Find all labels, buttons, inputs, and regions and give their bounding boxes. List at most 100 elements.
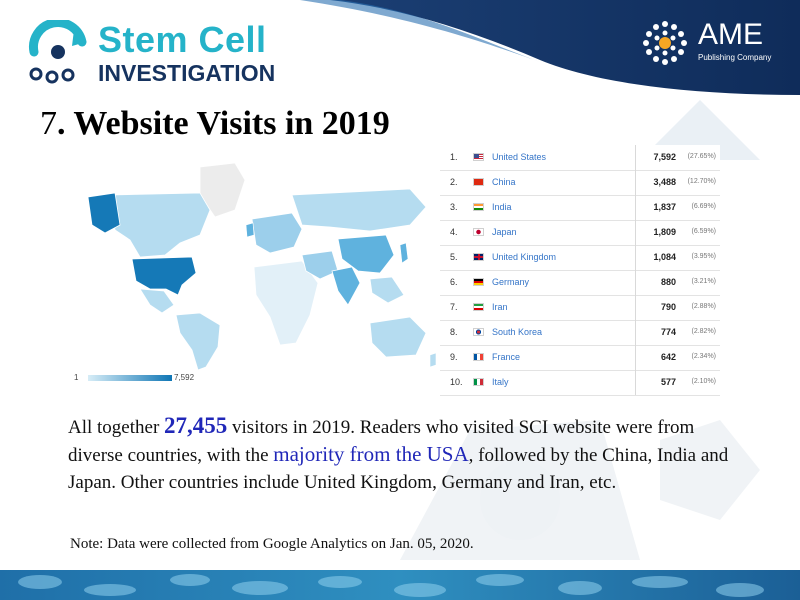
table-row[interactable]: 8. South Korea 774 (2.82%) xyxy=(440,320,720,346)
total-visitors-highlight: 27,455 xyxy=(164,413,228,438)
row-rank: 9. xyxy=(450,352,458,362)
world-map[interactable]: 1 7,592 xyxy=(70,155,440,395)
summary-text-3: , followed by the China, India and Japan… xyxy=(68,445,729,493)
map-africa xyxy=(253,260,319,346)
map-russia xyxy=(291,188,427,232)
map-canada xyxy=(109,192,211,258)
row-value: 3,488 xyxy=(653,177,676,187)
row-country[interactable]: Italy xyxy=(492,377,509,387)
row-country[interactable]: United States xyxy=(492,152,547,162)
column-divider xyxy=(635,370,636,395)
map-usa xyxy=(131,256,197,296)
row-country[interactable]: India xyxy=(492,202,512,212)
row-percent: (6.69%) xyxy=(691,203,716,210)
column-divider xyxy=(635,270,636,295)
iran-flag-icon xyxy=(473,303,484,311)
row-rank: 7. xyxy=(450,302,458,312)
row-percent: (2.34%) xyxy=(691,353,716,360)
table-row[interactable]: 5. United Kingdom 1,084 (3.95%) xyxy=(440,245,720,271)
uk-flag-icon xyxy=(473,253,484,261)
south-korea-flag-icon xyxy=(473,328,484,336)
map-south-america xyxy=(175,312,221,370)
row-rank: 6. xyxy=(450,277,458,287)
column-divider xyxy=(635,220,636,245)
map-alaska xyxy=(87,192,121,234)
top-countries-table: 1. United States 7,592 (27.65%) 2. China… xyxy=(440,145,720,397)
row-rank: 4. xyxy=(450,227,458,237)
row-country[interactable]: Japan xyxy=(492,227,517,237)
map-japan xyxy=(399,242,409,264)
ame-logo-subtitle: Publishing Company xyxy=(698,53,772,62)
row-rank: 1. xyxy=(450,152,458,162)
row-percent: (3.95%) xyxy=(691,253,716,260)
table-row[interactable]: 7. Iran 790 (2.88%) xyxy=(440,295,720,321)
summary-text-1: All together xyxy=(68,417,165,438)
row-rank: 2. xyxy=(450,177,458,187)
row-rank: 10. xyxy=(450,377,463,387)
sci-logo[interactable]: Stem Cell INVESTIGATION xyxy=(26,20,296,92)
india-flag-icon xyxy=(473,203,484,211)
row-country[interactable]: Germany xyxy=(492,277,530,287)
row-value: 642 xyxy=(660,352,676,362)
row-country[interactable]: United Kingdom xyxy=(492,252,557,262)
row-value: 1,084 xyxy=(653,252,676,262)
table-row[interactable]: 2. China 3,488 (12.70%) xyxy=(440,170,720,196)
column-divider xyxy=(635,170,636,195)
map-southeast-asia xyxy=(369,276,405,304)
map-mexico xyxy=(139,288,175,314)
map-china xyxy=(337,234,395,274)
page-title-number: 7 xyxy=(40,105,57,142)
row-value: 1,837 xyxy=(653,202,676,212)
japan-flag-icon xyxy=(473,228,484,236)
majority-highlight: majority from the USA xyxy=(273,442,469,466)
row-value: 790 xyxy=(660,302,676,312)
ame-dots-icon xyxy=(643,21,687,65)
map-legend-max: 7,592 xyxy=(174,373,195,382)
table-row[interactable]: 1. United States 7,592 (27.65%) xyxy=(440,145,720,171)
row-percent: (12.70%) xyxy=(687,178,716,185)
row-country[interactable]: China xyxy=(492,177,516,187)
germany-flag-icon xyxy=(473,278,484,286)
map-uk xyxy=(245,222,255,238)
row-value: 774 xyxy=(660,327,676,337)
ame-logo-text: AME xyxy=(698,18,764,51)
map-europe xyxy=(251,212,303,254)
row-rank: 5. xyxy=(450,252,458,262)
row-value: 1,809 xyxy=(653,227,676,237)
column-divider xyxy=(635,245,636,270)
ame-logo[interactable]: AME Publishing Company xyxy=(640,18,790,70)
world-map-svg xyxy=(87,162,437,370)
row-country[interactable]: South Korea xyxy=(492,327,543,337)
column-divider xyxy=(635,145,636,170)
page-title: 7. Website Visits in 2019 xyxy=(40,105,390,143)
column-divider xyxy=(635,295,636,320)
table-row[interactable]: 6. Germany 880 (3.21%) xyxy=(440,270,720,296)
row-country[interactable]: France xyxy=(492,352,521,362)
table-row[interactable]: 4. Japan 1,809 (6.59%) xyxy=(440,220,720,246)
row-country[interactable]: Iran xyxy=(492,302,508,312)
row-percent: (2.10%) xyxy=(691,378,716,385)
column-divider xyxy=(635,320,636,345)
column-divider xyxy=(635,195,636,220)
row-percent: (2.88%) xyxy=(691,303,716,310)
china-flag-icon xyxy=(473,178,484,186)
map-new-zealand xyxy=(429,352,437,368)
sci-logo-line1: Stem Cell xyxy=(98,19,267,60)
column-divider xyxy=(635,345,636,370)
us-flag-icon xyxy=(473,153,484,161)
row-percent: (27.65%) xyxy=(687,153,716,160)
france-flag-icon xyxy=(473,353,484,361)
map-middle-east xyxy=(301,250,339,280)
stem-cell-logo-icon xyxy=(29,20,87,84)
map-legend-bar xyxy=(88,375,172,381)
map-india xyxy=(331,266,361,306)
header-band xyxy=(300,0,800,95)
summary-paragraph: All together 27,455 visitors in 2019. Re… xyxy=(68,412,738,496)
table-row[interactable]: 3. India 1,837 (6.69%) xyxy=(440,195,720,221)
row-value: 577 xyxy=(660,377,676,387)
table-row[interactable]: 9. France 642 (2.34%) xyxy=(440,345,720,371)
footer-cells-strip xyxy=(0,570,800,600)
italy-flag-icon xyxy=(473,378,484,386)
table-row[interactable]: 10. Italy 577 (2.10%) xyxy=(440,370,720,396)
